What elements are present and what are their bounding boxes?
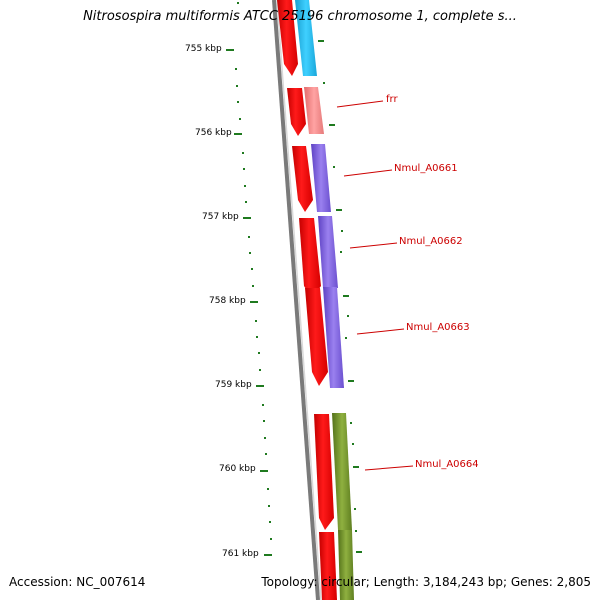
gene-label-nmul-a0663[interactable]: Nmul_A0663 (406, 322, 470, 333)
gene-feature-frr[interactable] (304, 87, 324, 134)
gene-feature-next[interactable] (338, 530, 354, 600)
gene-feature-nmul-a0662[interactable] (318, 216, 338, 288)
ruler-tick-label: 758 kbp (209, 296, 246, 306)
accession-text: Accession: NC_007614 (9, 575, 146, 589)
ruler-tick-label: 760 kbp (219, 464, 256, 474)
gene-feature-cyan[interactable] (295, 0, 317, 76)
gene-label-frr[interactable]: frr (386, 94, 398, 105)
cds-feature[interactable] (277, 0, 298, 76)
cds-feature[interactable] (319, 532, 337, 600)
gene-label-nmul-a0664[interactable]: Nmul_A0664 (415, 459, 479, 470)
outer-tick-marks (318, 40, 362, 553)
inner-tick-marks (235, 2, 272, 540)
ruler-tick-label: 757 kbp (202, 212, 239, 222)
topology-summary: Topology: circular; Length: 3,184,243 bp… (261, 575, 591, 589)
gene-feature-nmul-a0663[interactable] (323, 287, 344, 388)
map-title: Nitrosospira multiformis ATCC 25196 chro… (83, 9, 517, 24)
cds-track[interactable] (277, 0, 337, 600)
ruler-tick-label: 759 kbp (215, 380, 252, 390)
cds-feature[interactable] (299, 218, 321, 298)
backbone-line (272, 0, 320, 600)
cds-feature[interactable] (292, 146, 313, 212)
cds-feature[interactable] (305, 288, 328, 386)
label-leader-lines (336, 100, 414, 471)
gene-feature-nmul-a0664[interactable] (332, 413, 352, 530)
cds-feature[interactable] (287, 88, 306, 136)
major-tick-marks (226, 49, 272, 556)
gene-label-nmul-a0661[interactable]: Nmul_A0661 (394, 163, 458, 174)
gene-label-nmul-a0662[interactable]: Nmul_A0662 (399, 236, 463, 247)
ruler-tick-label: 761 kbp (222, 549, 259, 559)
backbone-highlight (276, 0, 322, 600)
ruler-tick-label: 755 kbp (185, 44, 222, 54)
gene-feature-nmul-a0661[interactable] (311, 144, 331, 212)
cds-feature[interactable] (314, 414, 334, 530)
ruler-tick-label: 756 kbp (195, 128, 232, 138)
gene-track[interactable] (295, 0, 354, 600)
